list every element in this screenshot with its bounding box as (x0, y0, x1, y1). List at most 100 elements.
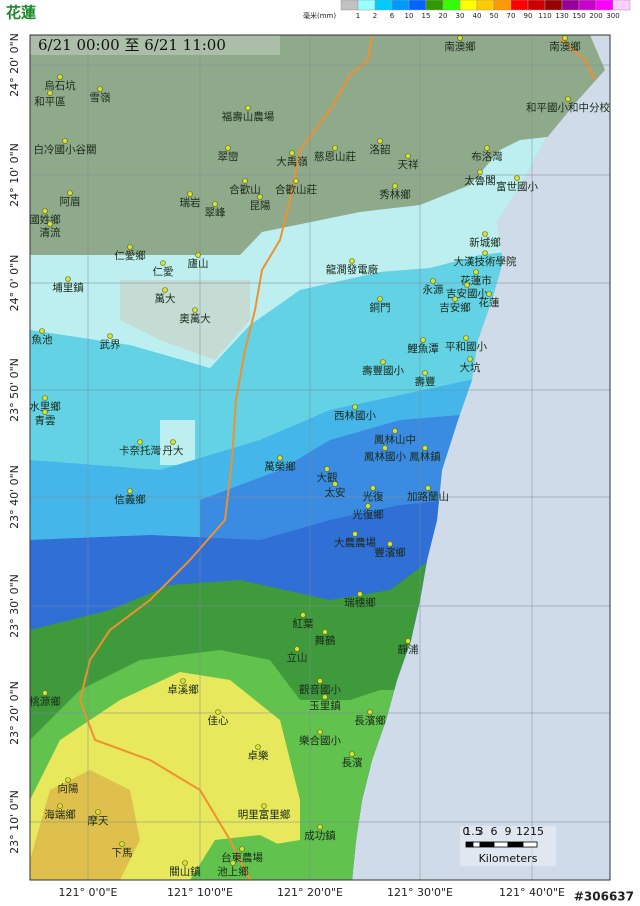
station-marker (367, 709, 373, 715)
station-marker (464, 282, 470, 288)
place-label: 壽豐國小 (362, 364, 404, 377)
station-marker (67, 190, 73, 196)
station-marker (127, 244, 133, 250)
place-label: 下馬 (112, 847, 133, 859)
place-label: 鯉魚潭 (407, 342, 439, 355)
scale-bar-tick: 0 (463, 825, 470, 838)
place-label: 卓溪鄉 (167, 683, 199, 696)
station-marker (486, 291, 492, 297)
place-label: 新城鄉 (469, 236, 501, 249)
station-marker (42, 690, 48, 696)
station-marker (119, 841, 125, 847)
place-label: 鳳林鎮 (409, 450, 441, 463)
place-label: 烏石坑 (44, 79, 76, 92)
legend-swatch (578, 0, 597, 11)
station-marker (57, 74, 63, 80)
station-marker (365, 503, 371, 509)
legend-swatch (391, 0, 410, 11)
place-label: 白冷國小谷關 (34, 143, 97, 156)
legend-label: 200 (589, 12, 602, 20)
map-title: 花蓮 (6, 4, 36, 22)
legend-swatch (357, 0, 376, 11)
place-label: 萬大 (155, 292, 176, 305)
place-label: 鳳林山中 (374, 433, 416, 446)
place-label: 豐濱鄉 (374, 546, 406, 559)
legend-label: 300 (606, 12, 619, 20)
legend-swatch (459, 0, 478, 11)
place-label: 舞鶴 (315, 634, 336, 647)
station-marker (317, 729, 323, 735)
legend-unit: 毫米(mm) (303, 11, 336, 20)
scale-bar-tick: 9 (505, 825, 512, 838)
place-label: 青雲 (35, 414, 56, 427)
place-label: 長濱鄉 (354, 714, 386, 727)
latitude-label: 23° 50' 0"N (8, 358, 21, 422)
station-marker (420, 337, 426, 343)
place-label: 關山鎮 (169, 865, 201, 878)
station-marker (162, 287, 168, 293)
place-label: 桃源鄉 (29, 695, 61, 708)
scale-bar-tick: 12 (516, 825, 530, 838)
legend-label: 6 (390, 12, 395, 20)
station-marker (425, 485, 431, 491)
station-marker (230, 860, 236, 866)
place-label: 銅門 (370, 301, 391, 314)
place-label: 卓樂 (248, 749, 269, 762)
place-label: 光復鄉 (352, 508, 384, 521)
station-marker (42, 208, 48, 214)
map-border (29, 34, 611, 881)
station-marker (255, 744, 261, 750)
legend-swatch (425, 0, 444, 11)
station-marker (463, 335, 469, 341)
place-label: 信義鄉 (114, 493, 146, 506)
legend-label: 2 (373, 12, 377, 20)
station-marker (300, 612, 306, 618)
station-marker (482, 231, 488, 237)
place-label: 花蓮 (479, 296, 500, 309)
scale-bar-tick: 3 (477, 825, 484, 838)
place-label: 摩天 (88, 814, 109, 827)
scale-bar-segment (507, 841, 524, 848)
station-marker (357, 591, 363, 597)
place-label: 池上鄉 (217, 865, 249, 878)
station-marker (187, 191, 193, 197)
place-label: 玉里鎮 (309, 699, 341, 712)
place-label: 水里鄉 (29, 400, 61, 413)
latitude-label: 24° 20' 0"N (8, 33, 21, 97)
place-label: 魚池 (32, 333, 53, 346)
legend-swatch (612, 0, 631, 11)
legend-label: 20 (439, 12, 448, 20)
station-marker (392, 183, 398, 189)
place-label: 長濱 (342, 756, 363, 769)
station-marker (322, 629, 328, 635)
place-label: 紅葉 (293, 617, 314, 630)
station-marker (352, 404, 358, 410)
station-marker (370, 485, 376, 491)
station-marker (377, 138, 383, 144)
station-marker (317, 824, 323, 830)
station-marker (477, 169, 483, 175)
station-marker (261, 803, 267, 809)
place-label: 平和國小 (445, 341, 487, 353)
place-label: 南澳鄉 (549, 40, 581, 53)
station-marker (349, 751, 355, 757)
place-label: 翠峰 (205, 207, 226, 219)
scale-bar-segment (479, 841, 495, 848)
place-label: 埔里鎮 (52, 281, 84, 294)
legend-swatch (442, 0, 461, 11)
place-label: 向陽 (58, 782, 79, 795)
graticule (30, 35, 610, 880)
place-label: 雪嶺 (90, 92, 111, 104)
station-marker (514, 175, 520, 181)
place-label: 大漢技術學院 (454, 255, 517, 268)
station-marker (42, 409, 48, 415)
legend-swatch (476, 0, 495, 11)
station-marker (484, 145, 490, 151)
place-label: 福壽山農場 (222, 110, 275, 123)
place-label: 萬榮鄉 (264, 460, 296, 473)
station-marker (349, 258, 355, 264)
place-label: 瑞穗鄉 (344, 596, 376, 609)
station-marker (245, 105, 251, 111)
place-label: 龍澗發電廠 (326, 263, 379, 276)
